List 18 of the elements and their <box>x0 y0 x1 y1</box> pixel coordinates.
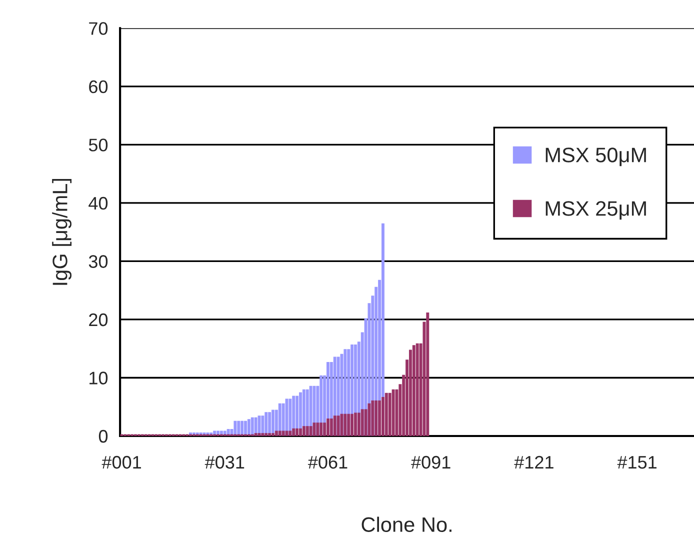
legend-label: MSX 50μM <box>546 148 646 166</box>
x-tick-label: #001 <box>102 456 141 469</box>
x-tick-label: #151 <box>617 456 656 469</box>
x-tick-label: #061 <box>308 456 348 469</box>
y-tick-label: 70 <box>89 22 108 35</box>
legend-label: MSX 25μM <box>546 201 646 220</box>
y-tick-label: 60 <box>89 80 108 94</box>
x-tick-label: #091 <box>411 456 450 469</box>
y-tick-label: 40 <box>88 196 108 210</box>
y-tick-label: 10 <box>90 372 108 384</box>
x-axis-title: Clone No. <box>362 516 452 532</box>
y-tick-label: 20 <box>89 313 108 326</box>
y-tick-label: 50 <box>88 138 108 152</box>
x-tick-label: #031 <box>204 456 244 469</box>
y-axis-title: IgG [μg/mL] <box>52 178 72 285</box>
x-tick-label: #121 <box>514 456 554 469</box>
y-tick-label: 30 <box>88 255 108 268</box>
y-tick-label: 0 <box>98 430 108 443</box>
